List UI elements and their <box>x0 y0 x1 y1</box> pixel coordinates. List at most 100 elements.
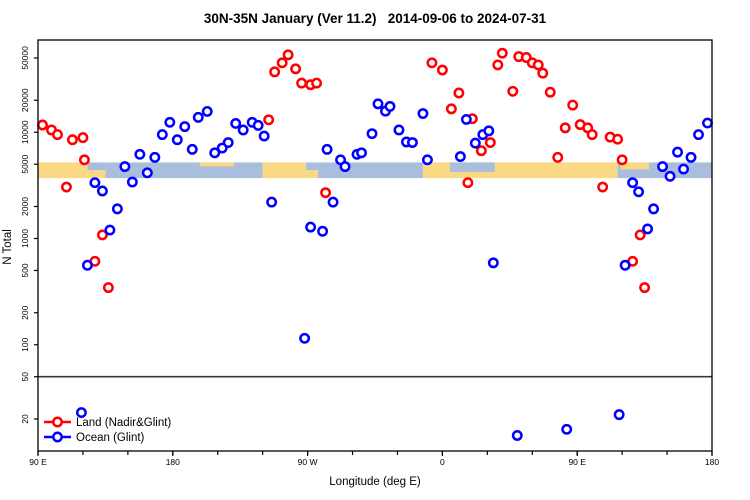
data-point-land <box>507 85 519 97</box>
data-point-land <box>634 229 646 241</box>
data-point-ocean <box>693 129 704 141</box>
data-point-ocean <box>186 143 198 155</box>
y-axis-tick-label: 50000 <box>20 46 30 70</box>
data-point-ocean <box>252 119 264 131</box>
surface-band-segment-land <box>38 162 88 179</box>
y-axis-tick-label: 100 <box>20 337 30 351</box>
legend-marker-circle-land <box>52 416 63 428</box>
data-point-land <box>263 114 275 126</box>
y-axis-tick-label: 10000 <box>20 120 30 144</box>
data-point-land <box>426 57 438 69</box>
data-point-ocean <box>366 128 378 140</box>
data-point-ocean <box>237 124 249 136</box>
data-point-ocean <box>171 134 183 146</box>
surface-band-segment-ocean <box>318 162 423 179</box>
data-point-ocean <box>613 409 625 421</box>
chart-title: 30N-35N January (Ver 11.2) 2014-09-06 to… <box>203 11 547 26</box>
data-point-ocean <box>421 154 433 166</box>
data-point-ocean <box>164 116 176 128</box>
y-axis-tick-label: 50 <box>20 372 30 382</box>
data-point-ocean <box>179 121 191 133</box>
data-point-ocean <box>393 124 405 136</box>
surface-band-overlay-land <box>199 162 235 167</box>
x-axis-title: Longitude (deg E) <box>329 476 421 488</box>
data-point-ocean <box>460 113 472 125</box>
data-point-land <box>616 154 628 166</box>
legend-marker-circle-ocean <box>52 431 63 443</box>
data-point-ocean <box>149 151 161 163</box>
y-axis-tick-label: 1000 <box>20 229 30 248</box>
data-point-ocean <box>487 257 499 269</box>
data-point-land <box>537 67 549 79</box>
data-point-land <box>639 282 651 294</box>
data-point-land <box>290 63 302 75</box>
data-point-ocean <box>258 130 270 142</box>
data-point-ocean <box>192 111 204 123</box>
data-point-ocean <box>81 259 93 271</box>
data-point-ocean <box>96 185 108 197</box>
data-point-ocean <box>417 108 429 119</box>
data-point-ocean <box>561 423 573 435</box>
data-point-ocean <box>648 203 660 215</box>
x-axis-tick-label: 90 W <box>298 457 318 467</box>
y-axis-tick-label: 500 <box>20 263 30 277</box>
data-point-land <box>496 47 508 59</box>
data-point-ocean <box>317 225 329 237</box>
surface-band-mixed-bottom <box>306 170 319 179</box>
data-point-land <box>552 151 564 163</box>
data-point-ocean <box>627 177 639 189</box>
data-point-land <box>320 187 332 199</box>
data-point-land <box>269 66 281 78</box>
data-point-land <box>436 64 448 76</box>
data-point-ocean <box>201 105 213 117</box>
data-point-ocean <box>89 177 101 189</box>
data-point-ocean <box>299 332 311 344</box>
data-point-ocean <box>321 143 333 155</box>
y-axis-tick-label: 5000 <box>20 155 30 174</box>
data-point-land <box>586 129 598 141</box>
data-point-ocean <box>305 221 317 233</box>
data-point-land <box>445 103 457 115</box>
legend-label: Ocean (Glint) <box>76 432 145 444</box>
data-point-ocean <box>156 129 168 141</box>
y-axis-tick-label: 20000 <box>20 88 30 112</box>
data-point-ocean <box>454 151 466 163</box>
data-point-ocean <box>327 196 339 208</box>
data-point-land <box>276 57 288 69</box>
data-point-land <box>462 177 474 189</box>
data-point-ocean <box>209 147 221 159</box>
y-axis-tick-label: 2000 <box>20 197 30 216</box>
data-point-land <box>66 134 78 146</box>
surface-band-mixed-top <box>306 162 319 171</box>
plot-frame <box>37 39 713 452</box>
data-point-land <box>475 145 487 157</box>
surface-band-mixed-top <box>87 162 106 171</box>
surface-band-segment-land <box>262 162 307 179</box>
data-point-ocean <box>230 117 242 129</box>
data-point-ocean <box>104 224 116 236</box>
data-point-ocean <box>111 203 123 215</box>
data-point-land <box>484 137 496 148</box>
data-point-land <box>612 133 624 145</box>
data-point-ocean <box>469 137 481 149</box>
data-point-ocean <box>406 137 418 148</box>
data-point-land <box>453 87 465 99</box>
data-point-ocean <box>633 186 645 198</box>
x-axis-tick-label: 90 E <box>568 457 586 467</box>
y-axis-tick-label: 20 <box>20 414 30 424</box>
data-point-ocean <box>642 223 654 235</box>
data-point-land <box>567 99 579 111</box>
x-axis-tick-label: 90 E <box>29 457 47 467</box>
data-point-land <box>296 77 308 89</box>
data-point-ocean <box>75 407 87 419</box>
data-point-ocean <box>672 146 684 158</box>
surface-band-mixed-bottom <box>87 170 106 179</box>
data-point-ocean <box>372 98 384 110</box>
data-point-land <box>78 154 90 166</box>
data-point-land <box>559 122 571 134</box>
data-point-ocean <box>483 125 495 137</box>
data-point-ocean <box>134 148 146 160</box>
data-point-ocean <box>356 147 367 159</box>
data-point-ocean <box>384 100 396 112</box>
